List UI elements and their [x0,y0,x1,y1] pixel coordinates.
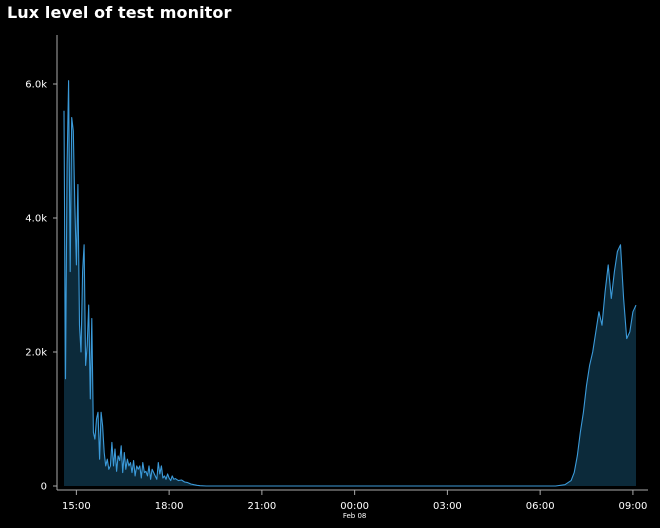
chart-title: Lux level of test monitor [7,3,232,22]
y-tick-label: 2.0k [25,348,47,359]
y-tick-label: 4.0k [25,214,47,225]
y-tick-label: 6.0k [25,80,47,91]
y-tick-label: 0 [41,482,47,493]
x-tick-label: 03:00 [433,501,462,512]
lux-area-fill [64,80,636,486]
x-tick-label: 09:00 [618,501,647,512]
plot-area [63,80,637,487]
x-tick-label: 00:00 [340,501,369,512]
lux-series-line [63,80,637,487]
x-tick-label: 15:00 [62,501,91,512]
x-tick-label: 06:00 [526,501,555,512]
x-tick-label: 18:00 [155,501,184,512]
x-tick-sublabel: Feb 08 [343,512,367,520]
chart-axes [56,35,648,491]
x-tick-label: 21:00 [247,501,276,512]
y-axis-ticks: 0 2.0k 4.0k 6.0k [25,80,57,493]
